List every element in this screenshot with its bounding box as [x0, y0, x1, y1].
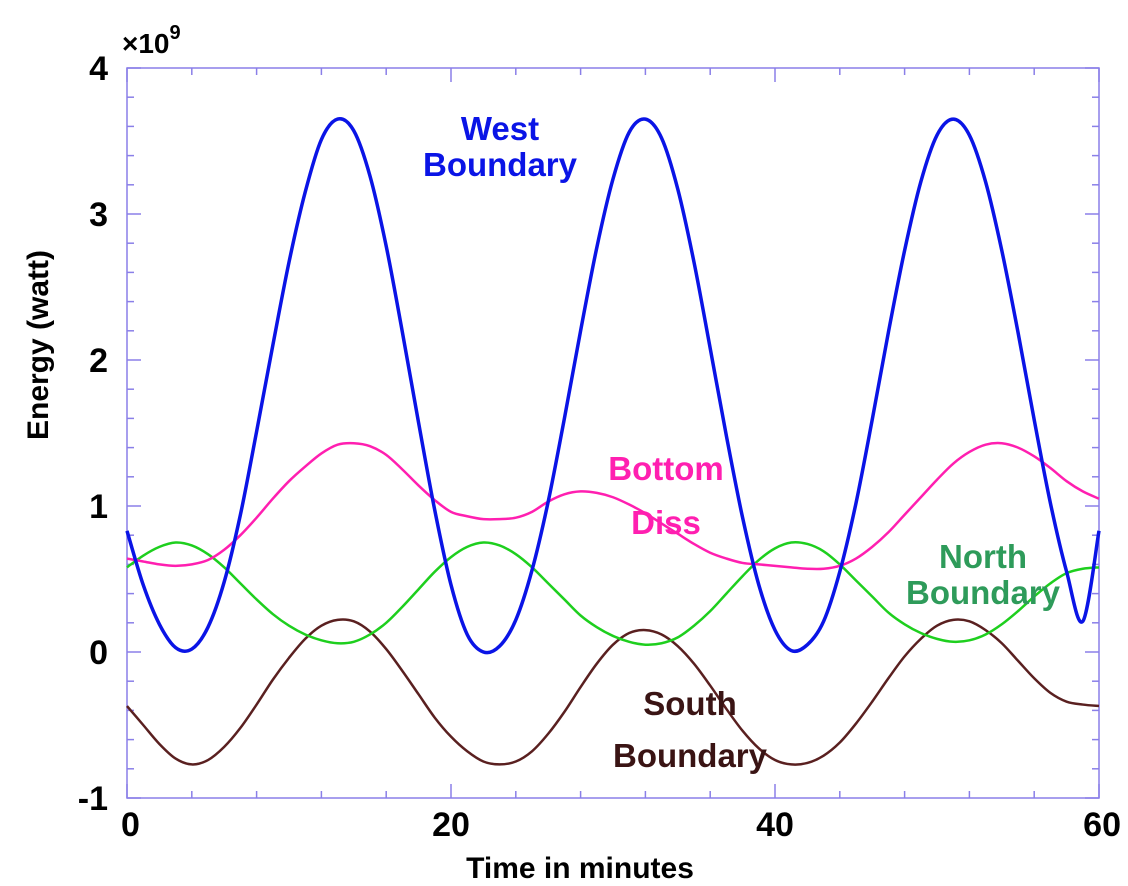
series-label-bottom-diss: Bottom Diss: [608, 450, 723, 541]
x-tick-labels: 0 20 40 60: [121, 806, 1121, 844]
series-label-line: Diss: [631, 504, 701, 541]
plot-frame: [126, 67, 1100, 799]
y-multiplier: ×109: [122, 22, 181, 59]
series-label-line: Boundary: [613, 737, 768, 774]
x-tick-label: 40: [756, 806, 794, 844]
series-label-line: North: [939, 538, 1027, 575]
series-line-bottom-diss: [126, 441, 1100, 571]
y-tick-label: -1: [78, 780, 108, 818]
minor-ticks: [126, 67, 1100, 799]
series-line-south-boundary: [126, 618, 1100, 766]
series-layer: [125, 117, 1101, 766]
y-multiplier-exponent: 9: [170, 22, 181, 44]
series-label-line: South: [643, 685, 736, 722]
y-tick-labels: -1 0 1 2 3 4: [78, 50, 108, 818]
y-tick-label: 4: [89, 50, 108, 88]
series-line-north-boundary: [126, 540, 1100, 647]
x-tick-label: 0: [121, 806, 140, 844]
series-label-line: Boundary: [906, 574, 1061, 611]
series-label-north-boundary: North Boundary: [906, 538, 1061, 611]
series-label-line: Bottom: [608, 450, 723, 487]
y-axis-title: Energy (watt): [22, 250, 55, 440]
y-multiplier-prefix: ×10: [122, 28, 170, 59]
series-label-west-boundary: West Boundary: [423, 110, 578, 183]
series-label-south-boundary: South Boundary: [613, 685, 768, 774]
series-line-west-boundary: [125, 117, 1101, 655]
y-tick-label: 3: [89, 196, 108, 234]
y-tick-label: 1: [89, 488, 108, 526]
y-tick-label: 0: [89, 634, 108, 672]
y-tick-label: 2: [89, 342, 108, 380]
x-tick-label: 20: [432, 806, 470, 844]
series-label-line: West: [461, 110, 539, 147]
series-label-line: Boundary: [423, 146, 578, 183]
x-tick-label: 60: [1083, 806, 1121, 844]
x-axis-title: Time in minutes: [466, 852, 694, 885]
